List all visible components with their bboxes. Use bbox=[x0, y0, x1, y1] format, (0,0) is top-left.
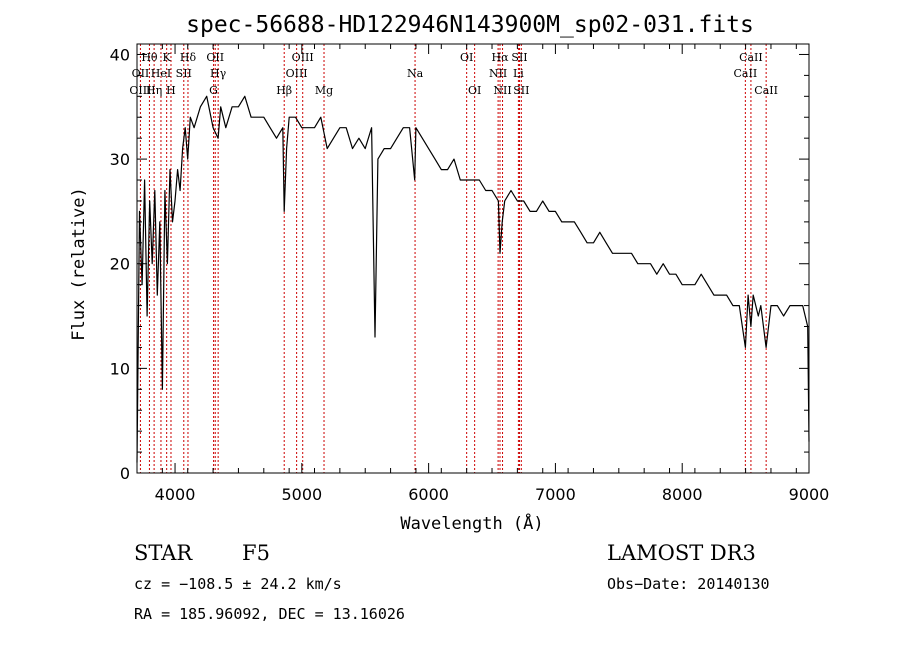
line-marker-label: OII bbox=[206, 51, 224, 64]
x-tick-label: 5000 bbox=[281, 485, 322, 504]
x-tick-label: 7000 bbox=[535, 485, 576, 504]
line-marker-label: OIII bbox=[129, 84, 151, 97]
plot-frame bbox=[136, 43, 810, 474]
x-axis-label: Wavelength (Å) bbox=[400, 512, 543, 534]
line-marker-label: NII bbox=[493, 84, 511, 97]
line-marker-label: OI bbox=[468, 84, 481, 97]
object-class: STAR bbox=[134, 541, 193, 565]
line-marker-label: Na bbox=[407, 67, 424, 80]
line-marker-label: Hγ bbox=[210, 67, 227, 80]
x-tick-label: 4000 bbox=[155, 485, 196, 504]
line-marker-label: SII bbox=[176, 67, 192, 80]
line-marker-label: Hβ bbox=[276, 84, 292, 97]
x-axis-ticks: 4000 5000 6000 7000 8000 9000 bbox=[136, 44, 830, 504]
x-tick-label: 9000 bbox=[789, 485, 830, 504]
line-marker-label: NII bbox=[489, 67, 507, 80]
line-marker-label: OIII bbox=[292, 51, 314, 64]
survey-name: LAMOST DR3 bbox=[607, 541, 756, 565]
y-axis-ticks: 0 10 20 30 40 bbox=[110, 45, 809, 483]
chart-title: spec-56688-HD122946N143900M_sp02-031.fit… bbox=[186, 12, 754, 38]
y-axis-label: Flux (relative) bbox=[69, 187, 89, 341]
x-tick-label: 6000 bbox=[408, 485, 449, 504]
y-tick-label: 0 bbox=[120, 464, 130, 483]
line-marker-label: G bbox=[209, 84, 218, 97]
spectral-line-markers bbox=[139, 44, 767, 473]
line-marker-label: CaII bbox=[739, 51, 763, 64]
line-marker-label: SII bbox=[513, 84, 529, 97]
line-marker-label: Hα bbox=[491, 51, 509, 64]
line-marker-label: Hδ bbox=[180, 51, 197, 64]
line-marker-label: H bbox=[166, 84, 176, 97]
redshift-cz: cz = −108.5 ± 24.2 km/s bbox=[134, 575, 342, 593]
y-tick-label: 30 bbox=[110, 150, 130, 169]
y-tick-label: 10 bbox=[110, 359, 130, 378]
line-marker-label: HeI bbox=[151, 67, 171, 80]
y-tick-label: 40 bbox=[110, 45, 130, 64]
line-marker-label: Hθ bbox=[141, 51, 158, 64]
line-marker-label: SII bbox=[511, 51, 527, 64]
observation-date: Obs−Date: 20140130 bbox=[607, 575, 770, 593]
line-marker-label: CaII bbox=[734, 67, 758, 80]
line-marker-label: CaII bbox=[754, 84, 778, 97]
line-marker-label: Li bbox=[513, 67, 524, 80]
spectrum-line bbox=[136, 95, 810, 463]
line-marker-label: OII bbox=[132, 67, 150, 80]
spectral-subclass: F5 bbox=[242, 541, 270, 565]
line-marker-label: Mg bbox=[315, 84, 333, 97]
x-tick-label: 8000 bbox=[662, 485, 703, 504]
line-marker-label: OI bbox=[460, 51, 473, 64]
coordinates: RA = 185.96092, DEC = 13.16026 bbox=[134, 605, 405, 623]
line-marker-label: Hη bbox=[146, 84, 162, 97]
y-tick-label: 20 bbox=[110, 255, 130, 274]
line-marker-label: OIII bbox=[286, 67, 308, 80]
line-marker-label: K bbox=[163, 51, 172, 64]
